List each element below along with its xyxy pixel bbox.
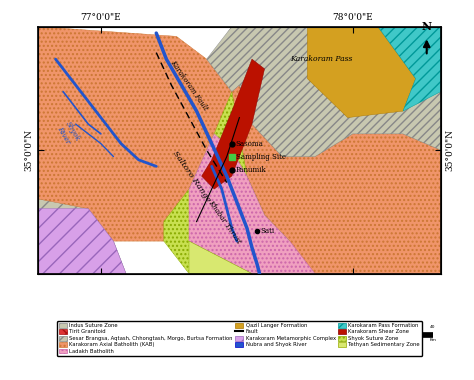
- Polygon shape: [38, 199, 126, 274]
- Polygon shape: [232, 59, 441, 274]
- Text: Panumik: Panumik: [236, 166, 266, 174]
- Text: N: N: [422, 21, 432, 32]
- Text: Khabar Thrust: Khabar Thrust: [207, 198, 243, 245]
- Polygon shape: [307, 27, 416, 117]
- Polygon shape: [189, 241, 252, 274]
- Text: Sampling Site: Sampling Site: [236, 153, 286, 161]
- Polygon shape: [164, 92, 290, 274]
- Polygon shape: [38, 27, 232, 241]
- Polygon shape: [189, 134, 315, 274]
- Text: Karakoram Fault: Karakoram Fault: [169, 58, 210, 112]
- Text: Saltoro Range: Saltoro Range: [172, 149, 213, 203]
- Legend: Indus Suture Zone, Tirit Granitoid, Sesar Brangsa, Aqtash, Chhongtash, Morgo, Bu: Indus Suture Zone, Tirit Granitoid, Sesa…: [57, 321, 422, 356]
- Polygon shape: [207, 27, 441, 157]
- Polygon shape: [232, 27, 441, 274]
- Polygon shape: [378, 27, 441, 111]
- Text: Karakoram Pass: Karakoram Pass: [290, 55, 352, 63]
- Text: Sati: Sati: [261, 227, 275, 235]
- Polygon shape: [38, 209, 126, 274]
- Text: Sasoma: Sasoma: [236, 139, 264, 147]
- Text: Shyok
River: Shyok River: [55, 120, 82, 147]
- Polygon shape: [201, 59, 264, 189]
